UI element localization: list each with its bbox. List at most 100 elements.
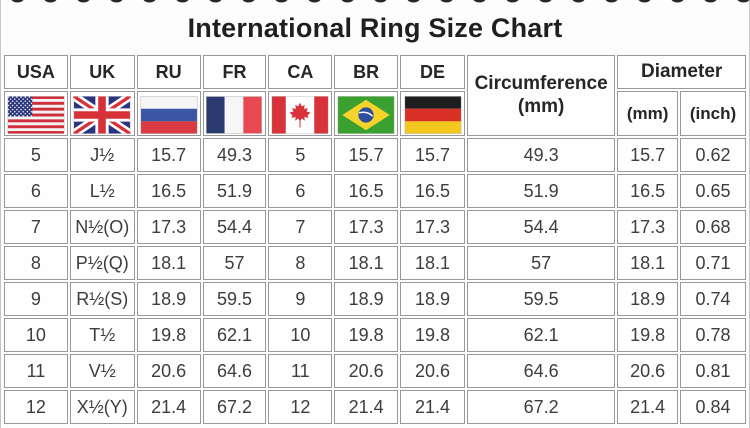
flag-cell-uk (69, 91, 135, 136)
cell-usa: 10 (4, 318, 68, 352)
flag-cell-usa (4, 91, 68, 136)
circumference-unit: (mm) (517, 95, 565, 117)
cell-de: 17.3 (400, 210, 465, 244)
table-row: 10 T½ 19.8 62.1 10 19.8 19.8 62.1 19.8 0… (4, 318, 746, 352)
col-header-ru: RU (136, 55, 201, 89)
cell-fr: 67.2 (202, 390, 267, 424)
flag-cell-russia (136, 91, 201, 136)
col-header-usa: USA (4, 55, 68, 89)
table-row: 6 L½ 16.5 51.9 6 16.5 16.5 51.9 16.5 0.6… (4, 174, 746, 208)
cell-br: 16.5 (334, 174, 399, 208)
cell-de: 18.1 (400, 246, 465, 280)
cell-usa: 9 (4, 282, 68, 316)
cell-ru: 18.1 (136, 246, 201, 280)
cell-ca: 5 (268, 138, 333, 172)
cell-ca: 8 (268, 246, 333, 280)
cell-uk: J½ (69, 138, 135, 172)
cell-ca: 10 (268, 318, 333, 352)
cell-uk: R½(S) (69, 282, 135, 316)
header-row-flags: (mm) (inch) (4, 91, 746, 136)
cell-uk: X½(Y) (69, 390, 135, 424)
flag-usa-icon (5, 95, 67, 134)
cell-fr: 62.1 (202, 318, 267, 352)
table-row: 5 J½ 15.7 49.3 5 15.7 15.7 49.3 15.7 0.6… (4, 138, 746, 172)
cell-circumference-mm: 64.6 (466, 354, 616, 388)
cell-br: 19.8 (334, 318, 399, 352)
table-row: 12 X½(Y) 21.4 67.2 12 21.4 21.4 67.2 21.… (4, 390, 746, 424)
cell-diameter-mm: 16.5 (617, 174, 679, 208)
flag-cell-germany (400, 91, 465, 136)
cell-circumference-mm: 67.2 (466, 390, 616, 424)
header-row-codes: USA UK RU FR CA BR DE Circumference (mm)… (4, 55, 746, 136)
cell-fr: 54.4 (202, 210, 267, 244)
col-header-uk: UK (69, 55, 135, 89)
diameter-inch-unit: (inch) (680, 91, 746, 136)
cell-ca: 6 (268, 174, 333, 208)
cell-diameter-mm: 15.7 (617, 138, 679, 172)
flag-cell-canada (268, 91, 333, 136)
cell-ca: 9 (268, 282, 333, 316)
cell-diameter-mm: 17.3 (617, 210, 679, 244)
cell-diameter-inch: 0.62 (680, 138, 746, 172)
cell-uk: L½ (69, 174, 135, 208)
cell-circumference-mm: 51.9 (466, 174, 616, 208)
scalloped-top-edge-decoration (1, 0, 749, 9)
cell-diameter-inch: 0.65 (680, 174, 746, 208)
cell-uk: V½ (69, 354, 135, 388)
cell-usa: 7 (4, 210, 68, 244)
cell-ca: 11 (268, 354, 333, 388)
cell-usa: 8 (4, 246, 68, 280)
cell-uk: N½(O) (69, 210, 135, 244)
cell-fr: 59.5 (202, 282, 267, 316)
cell-br: 18.9 (334, 282, 399, 316)
cell-ru: 20.6 (136, 354, 201, 388)
col-header-fr: FR (202, 55, 267, 89)
ring-size-table: USA UK RU FR CA BR DE Circumference (mm)… (2, 53, 748, 426)
flag-cell-france (202, 91, 267, 136)
cell-circumference-mm: 59.5 (466, 282, 616, 316)
col-header-ca: CA (268, 55, 333, 89)
cell-ru: 17.3 (136, 210, 201, 244)
cell-ru: 19.8 (136, 318, 201, 352)
cell-de: 15.7 (400, 138, 465, 172)
cell-uk: P½(Q) (69, 246, 135, 280)
cell-usa: 5 (4, 138, 68, 172)
cell-usa: 6 (4, 174, 68, 208)
page-title: International Ring Size Chart (187, 13, 563, 43)
flag-brazil-icon (335, 95, 397, 134)
cell-diameter-mm: 19.8 (617, 318, 679, 352)
flag-cell-brazil (334, 91, 399, 136)
cell-fr: 64.6 (202, 354, 267, 388)
circumference-label: Circumference (474, 72, 608, 94)
cell-ca: 12 (268, 390, 333, 424)
table-row: 7 N½(O) 17.3 54.4 7 17.3 17.3 54.4 17.3 … (4, 210, 746, 244)
cell-fr: 51.9 (202, 174, 267, 208)
cell-de: 21.4 (400, 390, 465, 424)
cell-br: 18.1 (334, 246, 399, 280)
table-row: 9 R½(S) 18.9 59.5 9 18.9 18.9 59.5 18.9 … (4, 282, 746, 316)
cell-diameter-inch: 0.84 (680, 390, 746, 424)
cell-ru: 18.9 (136, 282, 201, 316)
col-header-de: DE (400, 55, 465, 89)
cell-ru: 21.4 (136, 390, 201, 424)
cell-circumference-mm: 49.3 (466, 138, 616, 172)
cell-ru: 15.7 (136, 138, 201, 172)
cell-diameter-inch: 0.81 (680, 354, 746, 388)
table-row: 11 V½ 20.6 64.6 11 20.6 20.6 64.6 20.6 0… (4, 354, 746, 388)
cell-diameter-inch: 0.78 (680, 318, 746, 352)
flag-germany-icon (401, 95, 464, 134)
cell-diameter-mm: 18.9 (617, 282, 679, 316)
cell-diameter-inch: 0.68 (680, 210, 746, 244)
cell-br: 20.6 (334, 354, 399, 388)
cell-usa: 12 (4, 390, 68, 424)
cell-diameter-mm: 20.6 (617, 354, 679, 388)
flag-canada-icon (269, 95, 331, 134)
cell-diameter-inch: 0.74 (680, 282, 746, 316)
diameter-mm-unit: (mm) (617, 91, 679, 136)
cell-usa: 11 (4, 354, 68, 388)
col-header-circumference: Circumference (mm) (466, 55, 616, 136)
cell-circumference-mm: 62.1 (466, 318, 616, 352)
cell-ca: 7 (268, 210, 333, 244)
table-row: 8 P½(Q) 18.1 57 8 18.1 18.1 57 18.1 0.71 (4, 246, 746, 280)
cell-de: 16.5 (400, 174, 465, 208)
